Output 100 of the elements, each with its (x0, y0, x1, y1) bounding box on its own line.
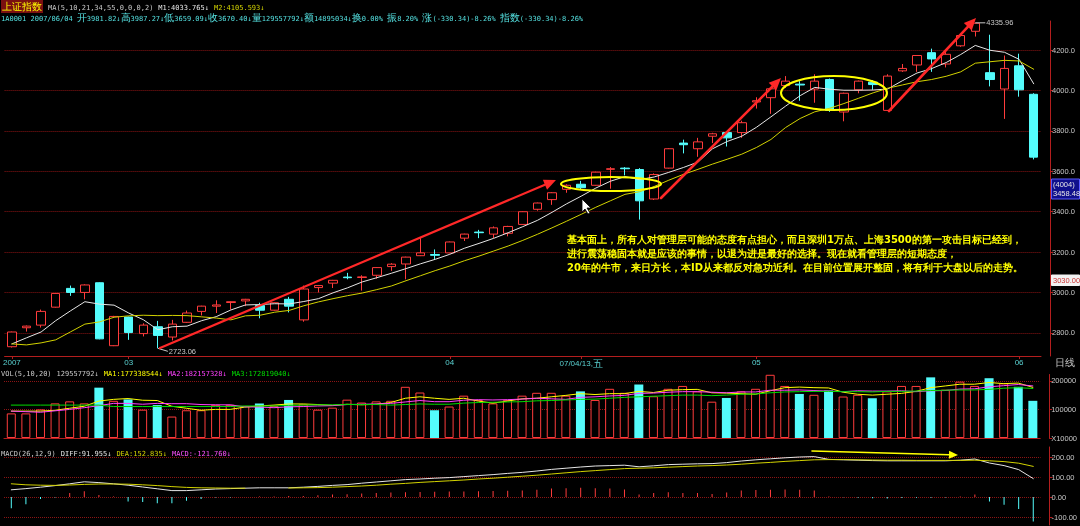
bar (473, 399, 483, 438)
candlestick (474, 229, 484, 239)
bar (459, 395, 469, 438)
bar (780, 385, 790, 438)
candlestick (620, 166, 630, 176)
candlestick (387, 262, 396, 272)
bar (590, 399, 600, 438)
candlestick (314, 284, 323, 293)
bar (532, 392, 542, 438)
bar (211, 404, 221, 438)
bar (751, 388, 761, 438)
candlestick (1029, 92, 1038, 160)
candlestick (1000, 55, 1009, 120)
candlestick (22, 325, 31, 333)
candlestick (679, 139, 688, 154)
bar (357, 402, 367, 438)
candlestick (36, 309, 46, 329)
bar (867, 398, 877, 438)
bar (517, 395, 527, 438)
annotation: 进行震荡稳固本就是应该的事情，以退为进是最好的选择。现在就看管理层的短期态度， (567, 247, 957, 260)
bar (488, 403, 498, 438)
candlestick (51, 292, 60, 309)
chart-title: 上证指数 (2, 1, 42, 12)
candlestick (139, 322, 148, 337)
bar (678, 385, 688, 438)
candlestick (226, 300, 236, 311)
candlestick (109, 315, 119, 347)
bar (736, 391, 746, 438)
candlestick (708, 132, 717, 144)
bar (502, 399, 512, 438)
bar (371, 401, 381, 438)
x-tick-label: 07/04/13,五 (559, 357, 603, 369)
x-axis-title: 日线 (1055, 356, 1075, 368)
candlestick (854, 80, 863, 94)
candlestick (693, 137, 703, 158)
bar (969, 385, 979, 438)
candlestick (95, 281, 104, 340)
candlestick (766, 87, 776, 115)
bar (400, 386, 410, 438)
bar (721, 397, 731, 438)
x-tick-label: 03 (124, 357, 134, 367)
bar (123, 399, 133, 438)
bar (167, 416, 177, 438)
x-tick-label: 04 (445, 357, 455, 367)
candlestick (212, 299, 221, 314)
annotation: 20年的牛市，来日方长，本ID从来都反对急功近利。在目前位置展开整固，将有利于大盘以后的走势。 (567, 261, 1023, 274)
bar (94, 387, 104, 438)
bar (298, 404, 308, 438)
annotation: 基本面上，所有人对管理层可能的态度有点担心，而且深圳1万点、上海3500的第一攻击目标已经到， (567, 233, 1022, 246)
bar (1028, 400, 1038, 438)
candlestick (664, 147, 674, 170)
bar (561, 395, 571, 438)
candlestick (898, 63, 907, 73)
bar (181, 410, 191, 438)
bar (897, 385, 906, 438)
x-tick-label: 2007 (3, 357, 22, 367)
bar (430, 410, 440, 438)
bar (984, 378, 994, 438)
candlestick (80, 283, 90, 300)
bar (546, 392, 556, 438)
candlestick (912, 54, 922, 73)
candlestick (985, 34, 995, 87)
bar (327, 407, 337, 438)
bar (196, 410, 206, 438)
candlestick (576, 180, 586, 190)
bar (809, 394, 819, 438)
bar (707, 401, 717, 438)
bar (955, 381, 965, 438)
candlestick (197, 305, 206, 316)
candlestick (460, 233, 469, 242)
candlestick (168, 319, 177, 341)
bar (269, 405, 279, 438)
candlestick (795, 80, 805, 102)
bar (940, 389, 950, 438)
candlestick (66, 285, 75, 297)
candlestick (299, 285, 309, 323)
candlestick (927, 48, 936, 73)
candlestick (401, 256, 411, 280)
bar (634, 384, 644, 438)
bar (999, 383, 1009, 438)
bar (605, 388, 615, 438)
bar (1013, 386, 1023, 438)
bar (853, 394, 863, 438)
candlestick (518, 210, 528, 226)
bar (152, 405, 162, 438)
bar (692, 391, 702, 438)
candlestick (357, 274, 367, 292)
bar (765, 374, 775, 438)
bar (444, 406, 454, 438)
candlestick (343, 272, 352, 280)
x-tick-label: 06 (1014, 357, 1025, 367)
candlestick (606, 166, 615, 190)
candlestick (430, 248, 440, 261)
bar (415, 392, 425, 438)
bar (342, 399, 352, 438)
candlestick (1014, 53, 1024, 98)
bar (619, 392, 629, 438)
candlestick (372, 266, 382, 280)
bar (240, 405, 250, 438)
candlestick (489, 225, 498, 239)
